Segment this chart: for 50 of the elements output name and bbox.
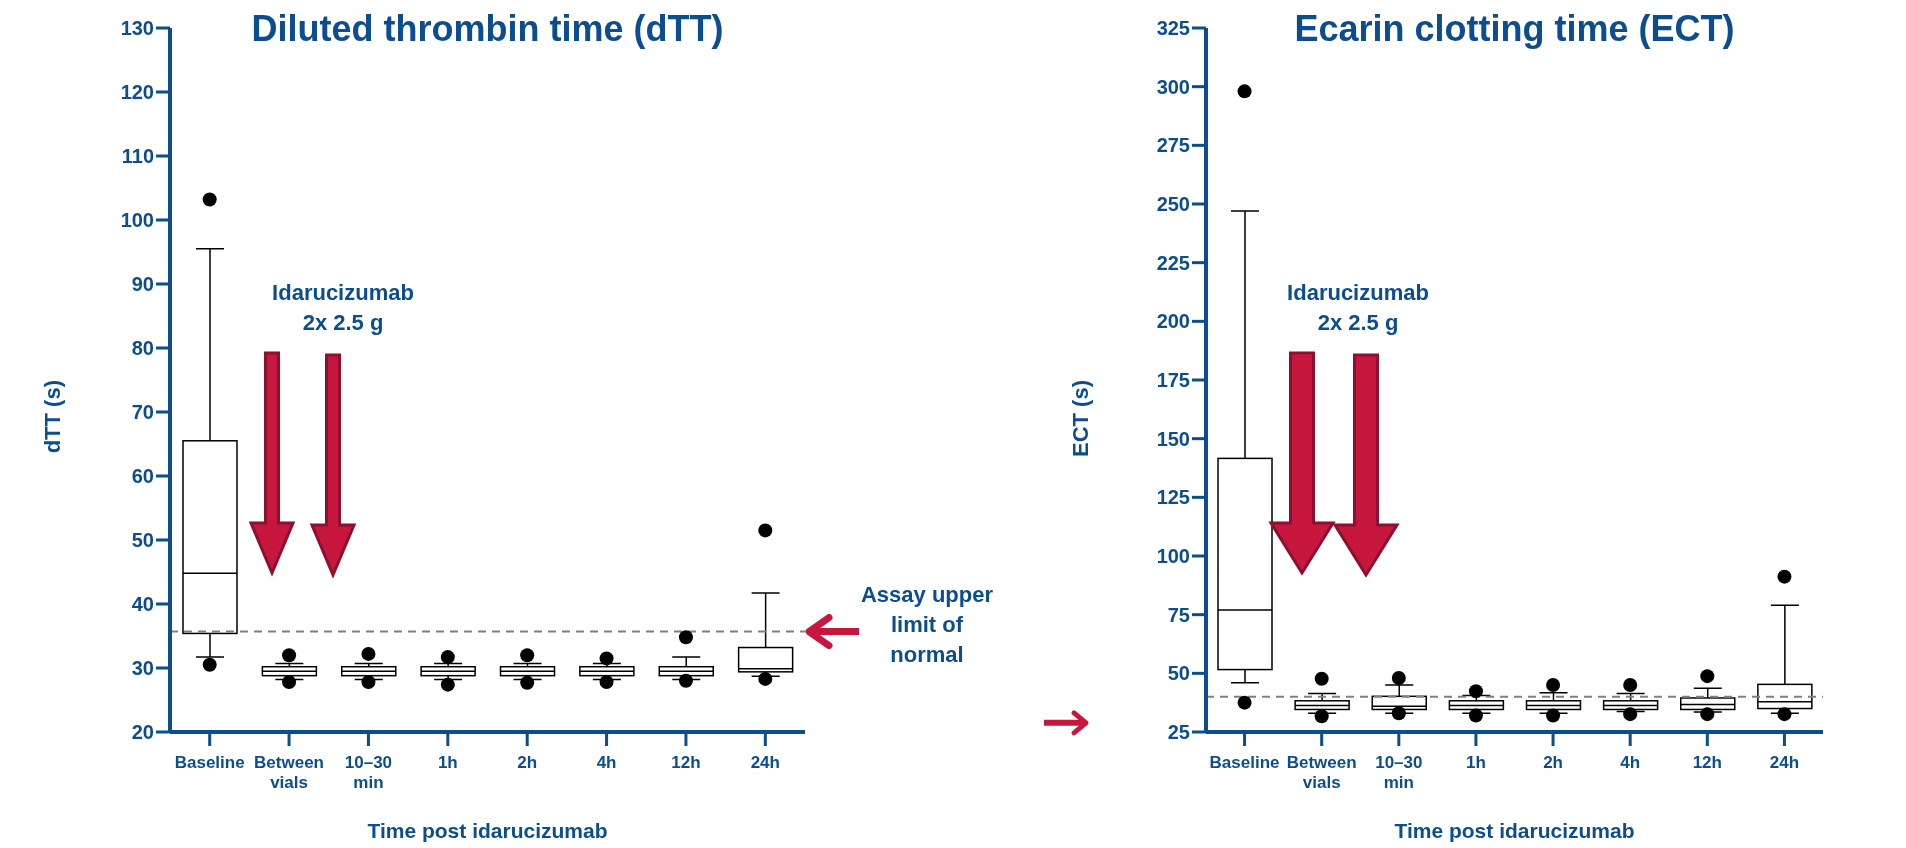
y-tick-label: 300 xyxy=(1156,75,1190,98)
y-tick-label: 130 xyxy=(120,17,154,40)
annotation: Idarucizumab 2x 2.5 g xyxy=(271,279,415,337)
x-tick-label: 4h xyxy=(596,753,617,772)
x-tick-label: 10–30 min xyxy=(1375,753,1423,792)
y-tick-label: 70 xyxy=(131,401,154,424)
x-tick-label: 2h xyxy=(1543,753,1563,772)
y-tick-label: 40 xyxy=(131,593,154,616)
x-tick-label: 10–30 min xyxy=(344,753,393,792)
x-tick-label: 24h xyxy=(1769,753,1800,772)
x-tick-label: Between vials xyxy=(254,753,325,792)
y-tick-label: 275 xyxy=(1156,134,1190,157)
y-tick-label: 25 xyxy=(1167,721,1190,744)
y-axis-title: ECT (s) xyxy=(1067,380,1093,457)
x-tick-label: 4h xyxy=(1620,753,1641,772)
x-tick-label: 2h xyxy=(517,753,538,772)
y-tick-label: 50 xyxy=(1167,662,1190,685)
chart-title: Diluted thrombin time (dTT) xyxy=(251,8,724,49)
y-tick-label: 325 xyxy=(1156,17,1190,40)
y-tick-label: 50 xyxy=(131,529,154,552)
y-tick-label: 250 xyxy=(1156,193,1190,216)
y-tick-label: 110 xyxy=(121,145,154,168)
y-tick-label: 90 xyxy=(131,273,154,296)
annotation: Idarucizumab 2x 2.5 g xyxy=(1286,279,1430,337)
y-tick-label: 60 xyxy=(131,465,154,488)
x-tick-label: 12h xyxy=(1692,753,1722,772)
x-tick-label: 1h xyxy=(437,753,458,772)
x-tick-label: 12h xyxy=(671,753,701,772)
y-tick-label: 100 xyxy=(1156,545,1190,568)
y-tick-label: 225 xyxy=(1156,251,1190,274)
x-tick-label: 24h xyxy=(750,753,780,772)
y-axis-title: dTT (s) xyxy=(39,380,65,454)
y-tick-label: 30 xyxy=(131,657,154,680)
chart-title: Ecarin clotting time (ECT) xyxy=(1294,8,1735,49)
ref-line-label: Assay upper limit of normal xyxy=(860,581,994,667)
y-tick-label: 125 xyxy=(1156,486,1190,509)
y-tick-label: 200 xyxy=(1156,310,1190,333)
x-tick-label: Between vials xyxy=(1286,753,1357,792)
x-tick-label: Baseline xyxy=(174,753,245,772)
y-tick-label: 80 xyxy=(131,337,154,360)
y-tick-label: 20 xyxy=(131,721,154,744)
y-tick-label: 100 xyxy=(120,209,154,232)
y-tick-label: 150 xyxy=(1156,427,1190,450)
y-tick-label: 75 xyxy=(1167,603,1190,626)
x-axis-title: Time post idarucizumab xyxy=(367,819,608,842)
x-tick-label: Baseline xyxy=(1209,753,1280,772)
y-tick-label: 120 xyxy=(120,81,154,104)
x-axis-title: Time post idarucizumab xyxy=(1394,819,1635,842)
y-tick-label: 175 xyxy=(1156,369,1190,392)
x-tick-label: 1h xyxy=(1466,753,1486,772)
